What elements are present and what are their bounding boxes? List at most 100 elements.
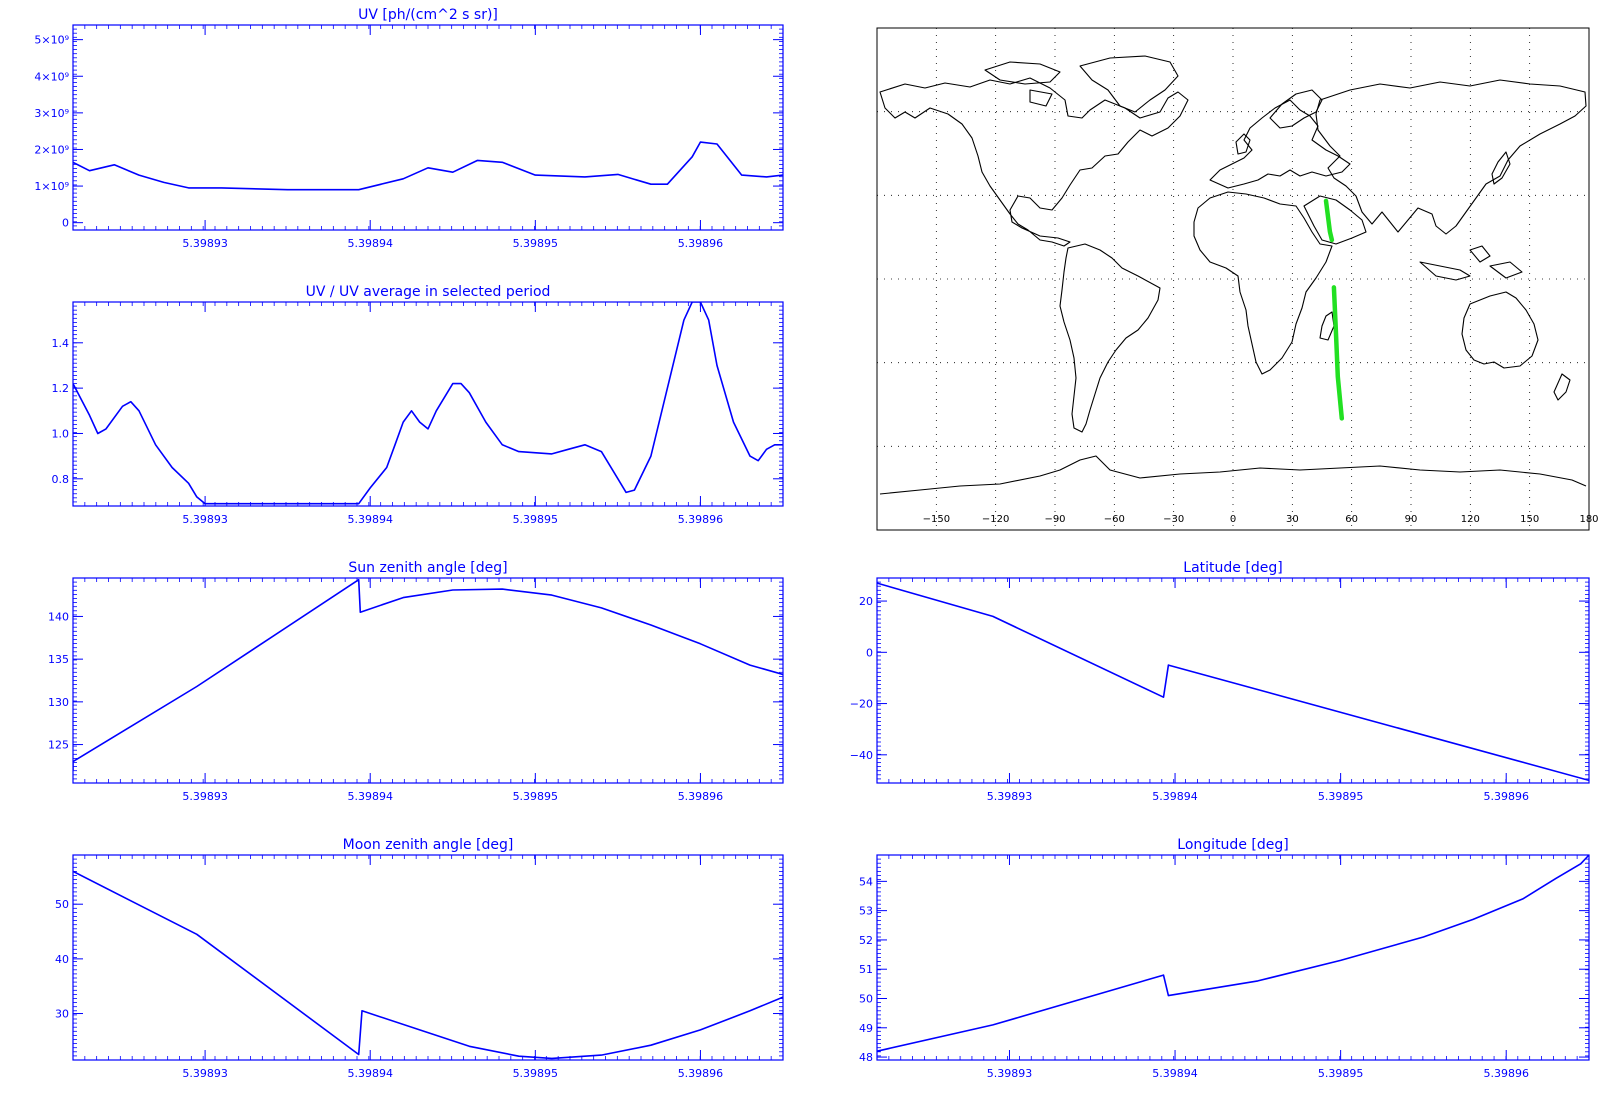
y-tick-label: 53 xyxy=(859,905,873,918)
panel-uv_ratio: 5.39893 5.39894 5.39895 5.39896 0.8 1.0 1.2 1.4… xyxy=(52,284,784,526)
y-tick-label: 20 xyxy=(859,595,873,608)
y-tick-label: −20 xyxy=(850,698,873,711)
y-tick-label: 130 xyxy=(48,696,69,709)
series-line xyxy=(877,855,1589,1052)
x-tick-label: 5.39893 xyxy=(182,513,228,526)
series-line xyxy=(73,870,783,1060)
panel-sun: 5.39893 5.39894 5.39895 5.39896 125 130 135 140… xyxy=(48,560,784,803)
coast-indonesia xyxy=(1419,245,1523,281)
panel-title: UV [ph/(cm^2 s sr)] xyxy=(358,7,498,23)
series-line xyxy=(877,582,1589,782)
plot-frame xyxy=(876,854,1590,1061)
coast-antarctica xyxy=(879,455,1587,495)
coast-africa xyxy=(1193,191,1333,375)
y-tick-label: 1×10⁹ xyxy=(34,180,69,193)
coast-britain xyxy=(1235,133,1251,155)
x-tick-label: 5.39894 xyxy=(347,1067,393,1080)
map-tick-label: 150 xyxy=(1520,514,1539,525)
track-segment xyxy=(1331,285,1345,421)
x-tick-label: 5.39895 xyxy=(1318,1067,1364,1080)
series-line xyxy=(73,578,783,771)
y-tick-label: 5×10⁹ xyxy=(34,34,69,47)
x-tick-label: 5.39894 xyxy=(1152,790,1198,803)
x-tick-label: 5.39896 xyxy=(1483,1067,1529,1080)
plots-layer: 5.39893 5.39894 5.39895 5.39896 0 1×10⁹ 2×10⁹ 3… xyxy=(34,7,1590,1080)
x-tick-label: 5.39894 xyxy=(347,513,393,526)
y-tick-label: 0.8 xyxy=(52,473,70,486)
satellite-ground-track xyxy=(1323,198,1345,421)
x-tick-label: 5.39894 xyxy=(347,237,393,250)
x-tick-label: 5.39896 xyxy=(678,790,724,803)
map-tick-label: −30 xyxy=(1163,514,1184,525)
plot-frame xyxy=(72,854,784,1061)
track-segment xyxy=(1323,198,1335,243)
map-tick-label: −120 xyxy=(982,514,1009,525)
panel-lat: 5.39893 5.39894 5.39895 5.39896 −40 −20 0 20 Lat… xyxy=(850,560,1590,803)
y-tick-label: 49 xyxy=(859,1022,873,1035)
x-tick-label: 5.39896 xyxy=(1483,790,1529,803)
x-tick-label: 5.39895 xyxy=(513,237,559,250)
coast-madagascar xyxy=(1319,311,1335,341)
y-tick-label: 1.4 xyxy=(52,337,70,350)
series-line xyxy=(73,141,783,191)
y-tick-label: 3×10⁹ xyxy=(34,107,69,120)
y-tick-label: 50 xyxy=(859,993,873,1006)
y-tick-label: 51 xyxy=(859,963,873,976)
map-tick-label: 90 xyxy=(1405,514,1418,525)
x-tick-label: 5.39894 xyxy=(1152,1067,1198,1080)
map-longitude-ticks: −150 −120 −90 −60 −30 0 30 60 90 120 150 180 xyxy=(923,514,1599,525)
world-map: −150 −120 −90 −60 −30 0 30 60 90 120 150 180 xyxy=(876,27,1599,531)
x-tick-label: 5.39896 xyxy=(678,237,724,250)
map-tick-label: 30 xyxy=(1286,514,1299,525)
y-tick-label: 50 xyxy=(55,898,69,911)
map-tick-label: 180 xyxy=(1579,514,1598,525)
y-tick-label: 30 xyxy=(55,1008,69,1021)
y-tick-label: 40 xyxy=(55,953,69,966)
map-tick-label: 0 xyxy=(1230,514,1236,525)
map-tick-label: 120 xyxy=(1461,514,1480,525)
x-tick-label: 5.39894 xyxy=(347,790,393,803)
map-tick-label: −90 xyxy=(1044,514,1065,525)
y-tick-label: 0 xyxy=(866,646,873,659)
coast-asia xyxy=(1315,79,1587,235)
x-tick-label: 5.39896 xyxy=(678,513,724,526)
coast-arabia xyxy=(1303,195,1367,245)
y-tick-label: 48 xyxy=(859,1051,873,1064)
panel-title: UV / UV average in selected period xyxy=(306,284,551,300)
y-tick-label: 125 xyxy=(48,739,69,752)
y-tick-label: 1.2 xyxy=(52,382,70,395)
x-tick-label: 5.39893 xyxy=(987,1067,1033,1080)
coast-greenland xyxy=(1079,55,1179,113)
x-tick-label: 5.39893 xyxy=(987,790,1033,803)
y-tick-label: 2×10⁹ xyxy=(34,143,69,156)
map-frame xyxy=(876,27,1590,531)
x-tick-label: 5.39895 xyxy=(1318,790,1364,803)
coast-new-zealand xyxy=(1553,373,1571,401)
x-tick-label: 5.39893 xyxy=(182,237,228,250)
y-tick-label: 4×10⁹ xyxy=(34,70,69,83)
panel-lon: 5.39893 5.39894 5.39895 5.39896 48 49 50 51 52 53… xyxy=(859,837,1590,1080)
map-tick-label: −150 xyxy=(923,514,950,525)
x-tick-label: 5.39896 xyxy=(678,1067,724,1080)
map-gridlines xyxy=(877,28,1589,530)
x-tick-label: 5.39895 xyxy=(513,513,559,526)
x-tick-label: 5.39893 xyxy=(182,1067,228,1080)
panel-moon: 5.39893 5.39894 5.39895 5.39896 30 40 50 Moon z… xyxy=(55,837,784,1080)
panel-title: Moon zenith angle [deg] xyxy=(343,837,514,853)
panel-title: Longitude [deg] xyxy=(1177,837,1288,853)
coast-japan xyxy=(1491,151,1511,185)
coast-australia xyxy=(1461,291,1539,369)
map-tick-label: 60 xyxy=(1345,514,1358,525)
panel-uv: 5.39893 5.39894 5.39895 5.39896 0 1×10⁹ 2×10⁹ 3… xyxy=(34,7,784,250)
y-tick-label: 1.0 xyxy=(52,427,70,440)
y-tick-label: 135 xyxy=(48,653,69,666)
y-tick-label: 0 xyxy=(62,217,69,230)
x-tick-label: 5.39893 xyxy=(182,790,228,803)
panel-title: Sun zenith angle [deg] xyxy=(348,560,507,576)
plot-frame xyxy=(876,577,1590,784)
y-tick-label: 54 xyxy=(859,875,873,888)
coast-arctic-islands xyxy=(984,61,1061,107)
plot-frame xyxy=(72,577,784,784)
series-line xyxy=(73,302,783,505)
